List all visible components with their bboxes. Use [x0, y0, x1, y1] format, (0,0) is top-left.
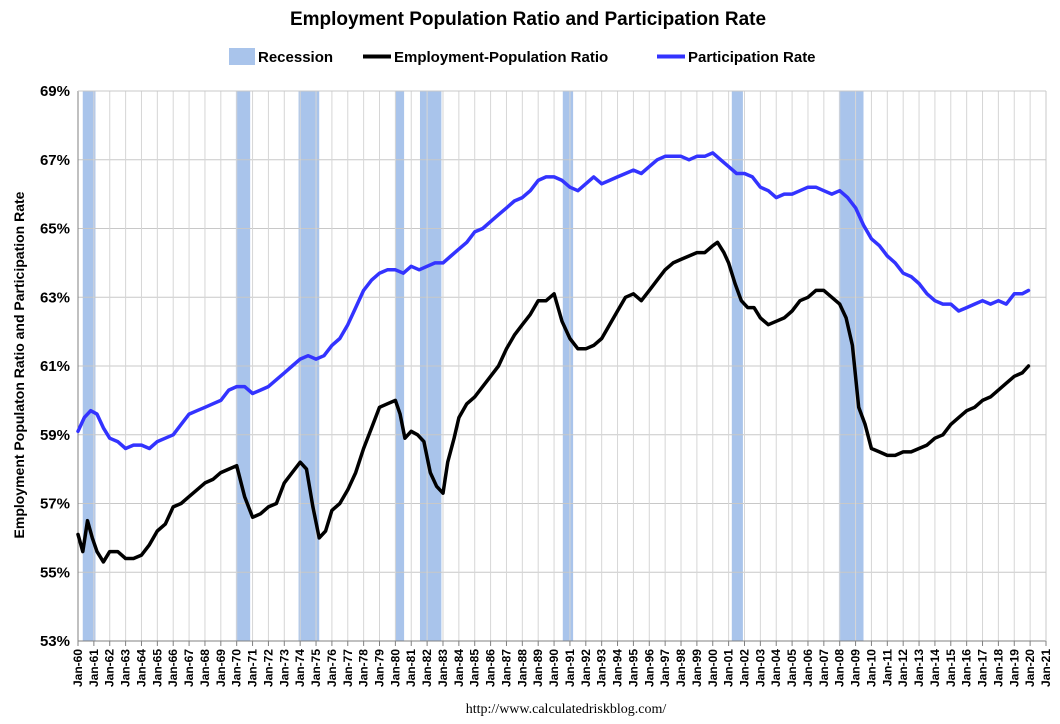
x-tick-label: Jan-73 [277, 649, 291, 687]
x-tick-label: Jan-65 [150, 649, 164, 687]
axes [77, 90, 1047, 646]
x-tick-label: Jan-92 [579, 649, 593, 687]
x-tick-label: Jan-61 [87, 649, 101, 687]
x-tick-label: Jan-19 [1007, 649, 1021, 687]
y-tick-label: 57% [40, 496, 70, 513]
x-tick-label: Jan-83 [436, 649, 450, 687]
y-tick-label: 65% [40, 221, 70, 238]
y-tick-labels: 53% 55% 57% 59% 61% 63% 65% 67% 69% [40, 83, 70, 650]
y-tick-label: 53% [40, 633, 70, 650]
x-tick-label: Jan-10 [864, 649, 878, 687]
x-tick-label: Jan-20 [1023, 649, 1037, 687]
x-tick-label: Jan-79 [373, 649, 387, 687]
x-tick-label: Jan-81 [404, 649, 418, 687]
x-tick-label: Jan-84 [452, 649, 466, 687]
x-tick-label: Jan-80 [388, 649, 402, 687]
x-tick-label: Jan-89 [531, 649, 545, 687]
x-tick-label: Jan-13 [912, 649, 926, 687]
x-tick-label: Jan-91 [563, 649, 577, 687]
x-tick-label: Jan-07 [817, 649, 831, 687]
source-url[interactable]: http://www.calculatedriskblog.com/ [466, 702, 667, 717]
x-tick-label: Jan-03 [753, 649, 767, 687]
x-tick-label: Jan-75 [309, 649, 323, 687]
participation-rate-line [76, 151, 1031, 451]
x-tick-label: Jan-15 [944, 649, 958, 687]
x-tick-label: Jan-17 [976, 649, 990, 687]
x-tick-label: Jan-97 [658, 649, 672, 687]
x-tick-label: Jan-86 [484, 649, 498, 687]
x-tick-label: Jan-76 [325, 649, 339, 687]
x-tick-label: Jan-14 [928, 649, 942, 687]
x-tick-label: Jan-62 [103, 649, 117, 687]
x-tick-label: Jan-66 [166, 649, 180, 687]
x-tick-label: Jan-99 [690, 649, 704, 687]
x-tick-label: Jan-88 [515, 649, 529, 687]
x-tick-label: Jan-16 [960, 649, 974, 687]
x-tick-label: Jan-90 [547, 649, 561, 687]
x-tick-labels: Jan-60 Jan-61 Jan-62 Jan-63 Jan-64 Jan-65 Jan-… [71, 649, 1053, 687]
y-tick-label: 67% [40, 152, 70, 169]
legend-employment-label: Employment-Population Ratio [394, 49, 608, 66]
x-tick-label: Jan-82 [420, 649, 434, 687]
x-tick-label: Jan-69 [214, 649, 228, 687]
legend: Recession Employment-Population Ratio Pa… [229, 48, 816, 66]
plot-area: 53% 55% 57% 59% 61% 63% 65% 67% 69% Jan-60 Jan-61… [40, 83, 1053, 687]
x-tick-label: Jan-87 [499, 649, 513, 687]
x-tick-label: Jan-00 [706, 649, 720, 687]
x-tick-label: Jan-18 [991, 649, 1005, 687]
x-tick-label: Jan-78 [357, 649, 371, 687]
x-tick-label: Jan-21 [1039, 649, 1053, 687]
x-tick-label: Jan-02 [737, 649, 751, 687]
x-tick-label: Jan-11 [880, 649, 894, 687]
x-tick-label: Jan-98 [674, 649, 688, 687]
x-tick-label: Jan-77 [341, 649, 355, 687]
legend-recession-swatch [229, 48, 255, 65]
employment-population-ratio-line [76, 240, 1031, 564]
legend-recession-label: Recession [258, 49, 333, 66]
x-tick-label: Jan-68 [198, 649, 212, 687]
x-tick-label: Jan-72 [261, 649, 275, 687]
series-lines [76, 151, 1031, 564]
y-tick-label: 69% [40, 83, 70, 100]
x-tick-label: Jan-64 [134, 649, 148, 687]
x-tick-label: Jan-60 [71, 649, 85, 687]
x-tick-label: Jan-05 [785, 649, 799, 687]
gridlines [77, 90, 1047, 642]
chart-title: Employment Population Ratio and Particip… [290, 9, 766, 30]
x-tick-label: Jan-93 [595, 649, 609, 687]
y-tick-label: 59% [40, 427, 70, 444]
x-tick-label: Jan-09 [849, 649, 863, 687]
x-tick-label: Jan-04 [769, 649, 783, 687]
y-tick-label: 63% [40, 289, 70, 306]
x-tick-label: Jan-01 [722, 649, 736, 687]
x-tick-label: Jan-85 [468, 649, 482, 687]
x-tick-label: Jan-96 [642, 649, 656, 687]
x-tick-label: Jan-06 [801, 649, 815, 687]
y-tick-label: 55% [40, 564, 70, 581]
x-tick-label: Jan-71 [246, 649, 260, 687]
legend-participation-label: Participation Rate [688, 49, 816, 66]
y-tick-label: 61% [40, 358, 70, 375]
x-tick-label: Jan-74 [293, 649, 307, 687]
y-axis-label: Employment Populaton Ratio and Participa… [11, 191, 27, 538]
x-tick-label: Jan-63 [119, 649, 133, 687]
x-tick-label: Jan-12 [896, 649, 910, 687]
x-tick-label: Jan-67 [182, 649, 196, 687]
x-tick-label: Jan-94 [611, 649, 625, 687]
x-tick-label: Jan-70 [230, 649, 244, 687]
x-tick-label: Jan-95 [626, 649, 640, 687]
x-tick-label: Jan-08 [833, 649, 847, 687]
